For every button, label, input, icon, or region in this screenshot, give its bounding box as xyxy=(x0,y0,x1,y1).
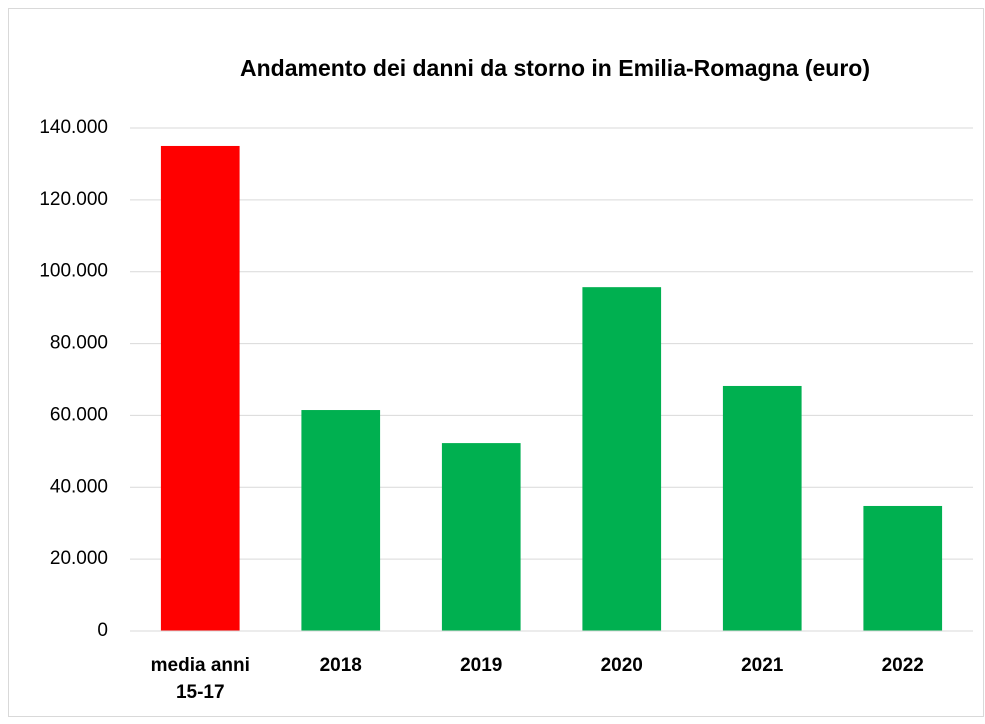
y-tick-label: 60.000 xyxy=(50,404,108,425)
bar xyxy=(441,443,521,631)
x-tick-label: media anni 15-17 xyxy=(150,655,250,703)
bar xyxy=(863,505,943,631)
x-tick-label: 2021 xyxy=(741,655,784,676)
x-tick-label: 2019 xyxy=(460,655,503,676)
y-tick-label: 0 xyxy=(97,620,108,641)
chart-title: Andamento dei danni da storno in Emilia-… xyxy=(240,55,870,81)
y-tick-label: 80.000 xyxy=(50,333,108,354)
x-tick-label: 2022 xyxy=(881,655,924,676)
y-tick-label: 140.000 xyxy=(39,117,108,138)
bar xyxy=(722,385,802,631)
bar xyxy=(160,145,240,631)
bar xyxy=(582,287,662,631)
y-tick-label: 100.000 xyxy=(39,261,108,282)
x-tick-label: 2020 xyxy=(600,655,643,676)
x-tick-label: 2018 xyxy=(319,655,362,676)
y-tick-label: 120.000 xyxy=(39,189,108,210)
y-tick-label: 20.000 xyxy=(50,548,108,569)
y-tick-label: 40.000 xyxy=(50,476,108,497)
bar xyxy=(301,410,381,631)
